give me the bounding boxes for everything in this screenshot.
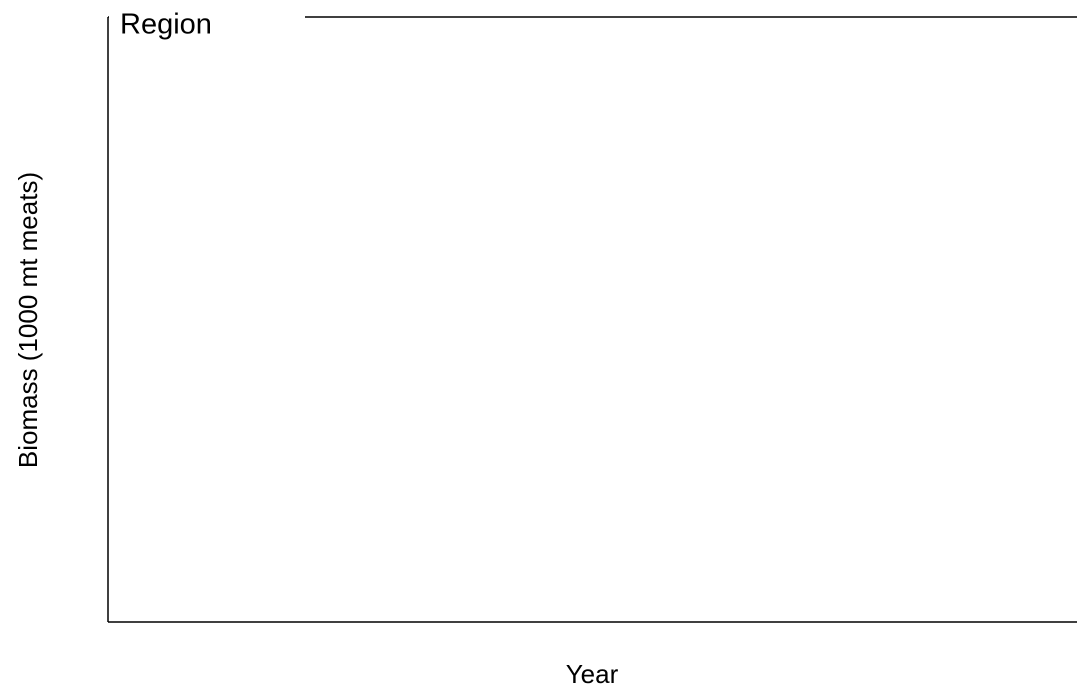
legend-title: Region [120,9,212,41]
x-axis-title: Year [566,659,619,689]
legend-background [109,0,305,150]
y-axis-title: Biomass (1000 mt meats) [13,172,43,468]
legend: Region [109,0,305,150]
